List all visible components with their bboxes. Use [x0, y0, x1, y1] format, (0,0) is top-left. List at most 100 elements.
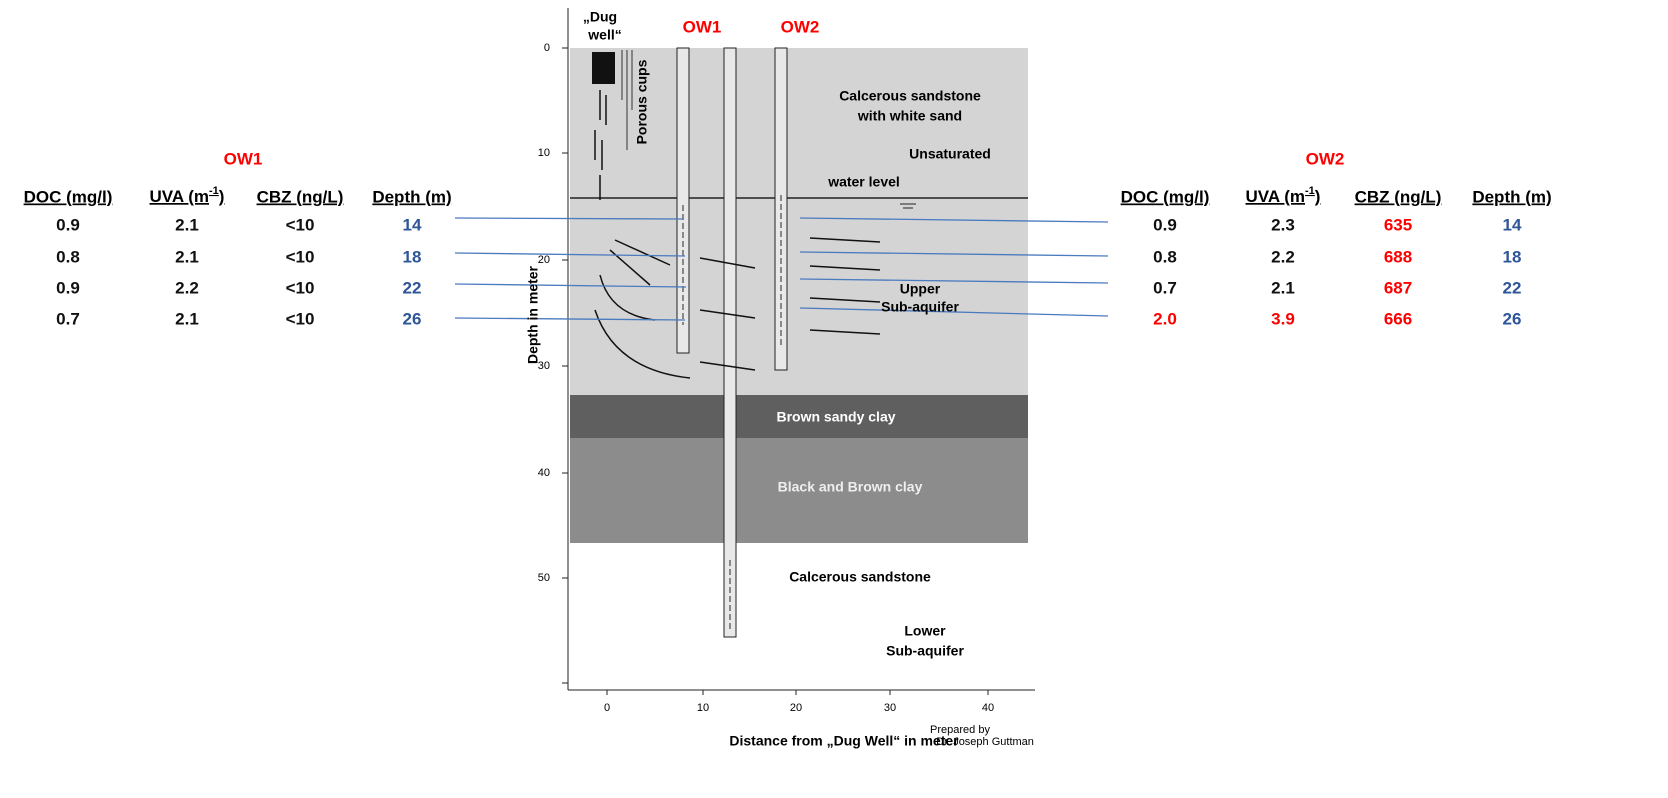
- well-label: OW2: [781, 17, 820, 36]
- table-cell: 0.9: [56, 278, 80, 297]
- dug-well-label: „Dug: [583, 9, 617, 25]
- connector-line: [799, 251, 1109, 257]
- column-header: DOC (mg/l): [24, 187, 113, 206]
- table-cell: 2.1: [175, 309, 199, 328]
- dug-well: [592, 52, 615, 84]
- brown-clay-layer: [570, 395, 1028, 438]
- y-tick-label: 10: [538, 147, 550, 159]
- layer-label: Upper: [900, 281, 941, 297]
- table-cell: 0.9: [1153, 215, 1177, 234]
- table-cell: 0.7: [1153, 278, 1177, 297]
- x-tick-label: 40: [982, 702, 994, 714]
- y-tick-label: 40: [538, 467, 550, 479]
- table-cell: <10: [286, 278, 315, 297]
- table-title: OW2: [1306, 149, 1345, 168]
- layer-label: Black and Brown clay: [778, 479, 923, 495]
- table-cell: 3.9: [1271, 309, 1295, 328]
- axis-label: Depth in meter: [525, 265, 541, 364]
- table-cell: 2.1: [1271, 278, 1295, 297]
- superscript: -1: [1305, 185, 1315, 197]
- flow-arrows: [594, 237, 881, 379]
- credit: Prepared by: [930, 724, 990, 736]
- x-tick-label: 10: [697, 702, 709, 714]
- y-tick-label: 30: [538, 360, 550, 372]
- x-tick-label: 0: [604, 702, 610, 714]
- connector-line: [799, 278, 1109, 284]
- column-header: UVA (m-1): [150, 185, 225, 207]
- deep-well: [723, 47, 737, 638]
- y-tick-label: 0: [544, 42, 550, 54]
- table-cell: 14: [403, 215, 422, 234]
- table-cell: 0.9: [56, 215, 80, 234]
- x-tick-label: 30: [884, 702, 896, 714]
- layer-label: Brown sandy clay: [776, 409, 895, 425]
- infiltration-arrows: [594, 90, 607, 200]
- layer-label: Sub-aquifer: [881, 299, 959, 315]
- layer-label: Calcerous sandstone: [789, 569, 931, 585]
- connector-line: [799, 217, 1109, 223]
- dug-well-label: well“: [587, 27, 621, 43]
- header-text: ): [219, 187, 225, 206]
- porous-cups: [621, 50, 633, 150]
- table-cell: 22: [1503, 278, 1522, 297]
- column-header: Depth (m): [372, 187, 451, 206]
- layer-label: water level: [827, 174, 900, 190]
- superscript: -1: [209, 185, 219, 197]
- screens: [682, 195, 782, 630]
- layer-label: Calcerous sandstone: [839, 88, 981, 104]
- layer-label: with white sand: [857, 108, 962, 124]
- table-cell: 26: [1503, 309, 1522, 328]
- column-header: CBZ (ng/L): [1355, 187, 1442, 206]
- header-text: ): [1315, 187, 1321, 206]
- table-cell: 22: [403, 278, 422, 297]
- connector-line: [454, 317, 686, 321]
- table-cell: 2.3: [1271, 215, 1295, 234]
- layer-label: Unsaturated: [909, 146, 991, 162]
- layer-label: Lower: [904, 623, 946, 639]
- table-cell: 2.1: [175, 215, 199, 234]
- connector-line: [454, 252, 686, 257]
- table-title: OW1: [224, 149, 263, 168]
- table-cell: 0.8: [1153, 247, 1177, 266]
- column-header: Depth (m): [1472, 187, 1551, 206]
- porous-cups-label: Porous cups: [634, 59, 650, 144]
- table-cell: <10: [286, 309, 315, 328]
- table-cell: 2.1: [175, 247, 199, 266]
- table-cell: <10: [286, 247, 315, 266]
- table-cell: 2.2: [175, 278, 199, 297]
- water-symbol: [900, 203, 916, 209]
- upper-layer: [570, 48, 1028, 395]
- table-cell: 26: [403, 309, 422, 328]
- table-cell: 0.7: [56, 309, 80, 328]
- ow1-well: [676, 47, 690, 354]
- credit: Dr. Joseph Guttman: [936, 736, 1034, 748]
- table-cell: <10: [286, 215, 315, 234]
- table-cell: 635: [1384, 215, 1412, 234]
- column-header: DOC (mg/l): [1121, 187, 1210, 206]
- connector-line: [454, 283, 687, 288]
- layer-label: Sub-aquifer: [886, 643, 964, 659]
- table-cell: 0.8: [56, 247, 80, 266]
- table-cell: 2.0: [1153, 309, 1177, 328]
- connector-line: [799, 307, 1109, 317]
- table-cell: 18: [403, 247, 422, 266]
- table-cell: 687: [1384, 278, 1412, 297]
- header-text: UVA (m: [150, 187, 210, 206]
- column-header: CBZ (ng/L): [257, 187, 344, 206]
- well-label: OW1: [683, 17, 722, 36]
- diagram: [567, 8, 1035, 691]
- table-cell: 2.2: [1271, 247, 1295, 266]
- x-tick-label: 20: [790, 702, 802, 714]
- header-text: UVA (m: [1246, 187, 1306, 206]
- y-tick-label: 50: [538, 572, 550, 584]
- axis-label: Distance from „Dug Well“ in meter: [729, 733, 959, 749]
- table-cell: 14: [1503, 215, 1522, 234]
- y-tick-label: 20: [538, 254, 550, 266]
- connector-line: [454, 217, 684, 220]
- column-header: UVA (m-1): [1246, 185, 1321, 207]
- table-cell: 666: [1384, 309, 1412, 328]
- table-cell: 18: [1503, 247, 1522, 266]
- table-cell: 688: [1384, 247, 1412, 266]
- black-clay-layer: [570, 438, 1028, 543]
